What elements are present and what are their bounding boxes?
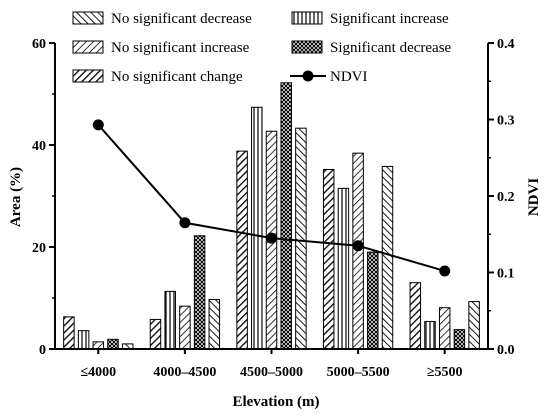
- bar: [409, 282, 422, 350]
- ndvi-point: [266, 232, 277, 244]
- x-axis-title: Elevation (m): [232, 394, 319, 410]
- x-tick-label: 4500–5000: [240, 365, 303, 380]
- y2-tick-label: 0.3: [497, 114, 515, 129]
- legend-label: Significant increase: [330, 11, 449, 27]
- bar: [236, 150, 248, 350]
- bar: [280, 82, 292, 350]
- legend-label: No significant increase: [111, 40, 250, 56]
- ndvi-point: [92, 119, 104, 131]
- y-tick-label: 20: [32, 241, 46, 256]
- legend-label: Significant decrease: [330, 40, 452, 56]
- bar: [453, 329, 466, 350]
- legend-swatch: [291, 40, 323, 54]
- bar: [381, 165, 394, 350]
- ndvi-point: [179, 217, 191, 229]
- bar: [367, 251, 379, 350]
- axes-layer: 0 20 40 60 0.0 0.1 0.2 0.3 0.4 ≤4000 4000–4500 4500…: [32, 37, 515, 380]
- bar: [92, 341, 105, 350]
- y-tick-label: 60: [32, 37, 46, 52]
- bar: [149, 318, 162, 350]
- legend-label: No significant change: [111, 69, 243, 85]
- legend-marker-swatch: [302, 70, 314, 82]
- bar: [107, 338, 119, 350]
- ndvi-line-layer: [92, 119, 451, 277]
- y2-tick-label: 0.2: [497, 190, 515, 205]
- legend: No significant decrease Significant incre…: [72, 11, 452, 85]
- bar: [251, 106, 263, 350]
- x-tick-label: 4000–4500: [153, 365, 216, 380]
- ndvi-point: [352, 240, 364, 252]
- legend-swatch: [72, 11, 104, 25]
- y2-tick-label: 0.4: [497, 37, 515, 52]
- legend-swatch: [72, 69, 104, 83]
- bar: [295, 127, 307, 350]
- bar: [468, 301, 480, 350]
- y-axis-title: Area (%): [8, 167, 24, 227]
- bar: [208, 299, 221, 350]
- x-tick-label: ≤4000: [80, 365, 116, 380]
- legend-swatch: [72, 40, 104, 54]
- x-tick-label: 5000–5500: [327, 365, 390, 380]
- y2-axis-title: NDVI: [526, 178, 542, 216]
- legend-swatch: [291, 11, 323, 25]
- bar: [193, 235, 206, 350]
- bar: [179, 305, 191, 350]
- bar: [63, 316, 75, 350]
- x-tick-label: ≥5500: [427, 365, 463, 380]
- bars-layer: [63, 82, 480, 350]
- ndvi-point: [439, 265, 451, 277]
- bar: [438, 307, 451, 350]
- y-tick-label: 40: [32, 139, 46, 154]
- y2-tick-label: 0.0: [497, 343, 515, 358]
- bar: [337, 187, 350, 350]
- legend-label: NDVI: [330, 69, 368, 85]
- y2-tick-label: 0.1: [497, 267, 515, 282]
- bar: [322, 168, 335, 350]
- bar: [164, 290, 176, 350]
- y-tick-label: 0: [39, 343, 46, 358]
- legend-label: No significant decrease: [111, 11, 252, 27]
- bar: [77, 330, 90, 350]
- bar: [424, 320, 436, 350]
